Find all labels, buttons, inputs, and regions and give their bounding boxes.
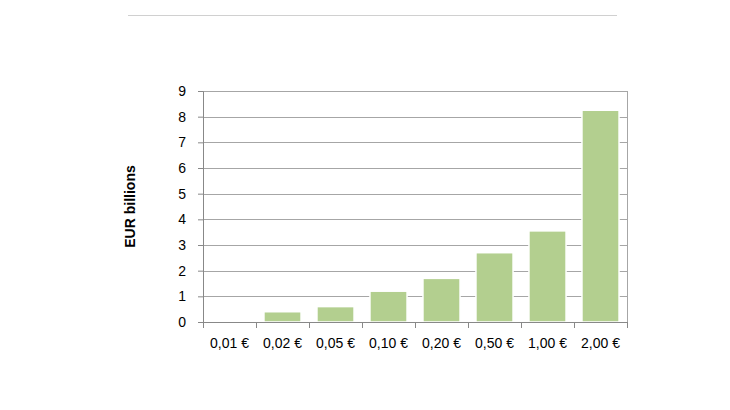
category-divider xyxy=(415,322,416,328)
bar xyxy=(264,312,301,322)
x-tick: 0,05 € xyxy=(316,322,355,351)
grid-line xyxy=(203,117,627,118)
x-tick-label: 0,02 € xyxy=(263,335,302,351)
x-tick: 1,00 € xyxy=(528,322,567,351)
y-tick-mark xyxy=(198,296,203,297)
x-tick: 0,20 € xyxy=(422,322,461,351)
x-axis: 0,01 € 0,02 € 0,05 € 0,10 € 0,20 € 0,50 € 1,00… xyxy=(204,322,628,351)
y-axis-line xyxy=(198,92,204,323)
y-tick: 2 xyxy=(178,263,203,279)
y-tick-label: 8 xyxy=(178,109,186,125)
y-tick: 1 xyxy=(178,288,203,304)
y-tick: 8 xyxy=(178,109,203,125)
category-divider xyxy=(574,322,575,328)
y-tick-mark xyxy=(198,194,203,195)
y-tick-mark xyxy=(198,245,203,246)
y-tick: 3 xyxy=(178,237,203,253)
y-tick-label: 3 xyxy=(178,237,186,253)
bar xyxy=(317,307,354,322)
grid-line xyxy=(203,142,627,143)
grid xyxy=(203,92,627,323)
bar xyxy=(476,253,513,322)
y-tick-label: 0 xyxy=(178,314,186,330)
x-tick-label: 2,00 € xyxy=(581,335,620,351)
grid-line xyxy=(203,219,627,220)
y-tick-label: 9 xyxy=(178,83,186,99)
y-tick: 6 xyxy=(178,160,203,176)
x-tick: 0,50 € xyxy=(475,322,514,351)
x-tick-label: 0,20 € xyxy=(422,335,461,351)
chart: 0 1 2 3 4 5 6 7 8 9 0,01 € 0,02 € 0,05 € 0,10 € 0,20 €… xyxy=(0,0,730,410)
category-divider xyxy=(468,322,469,328)
y-tick: 4 xyxy=(178,211,203,227)
y-tick-label: 4 xyxy=(178,211,186,227)
grid-line xyxy=(203,168,627,169)
x-tick: 0,10 € xyxy=(369,322,408,351)
x-tick: 0,01 € xyxy=(210,322,249,351)
y-tick: 5 xyxy=(178,186,203,202)
y-tick-mark xyxy=(198,219,203,220)
category-divider xyxy=(627,322,628,328)
bar xyxy=(370,291,407,322)
y-tick-label: 1 xyxy=(178,288,186,304)
plot-frame xyxy=(627,91,628,322)
grid-line xyxy=(203,194,627,195)
y-tick: 9 xyxy=(178,83,203,99)
y-tick-mark xyxy=(198,91,203,92)
y-axis-title: EUR billions xyxy=(122,165,138,248)
top-rule xyxy=(128,15,617,16)
y-tick-mark xyxy=(198,117,203,118)
bar xyxy=(211,321,248,322)
y-tick-label: 2 xyxy=(178,263,186,279)
grid-line xyxy=(203,91,627,92)
category-divider xyxy=(521,322,522,328)
y-tick-mark xyxy=(198,322,203,323)
y-tick-mark xyxy=(198,271,203,272)
category-divider xyxy=(203,322,204,328)
y-tick: 0 xyxy=(178,314,203,330)
y-tick-mark xyxy=(198,168,203,169)
y-tick-label: 5 xyxy=(178,186,186,202)
bars xyxy=(264,110,619,322)
x-tick-label: 0,01 € xyxy=(210,335,249,351)
x-tick-label: 0,50 € xyxy=(475,335,514,351)
x-tick-label: 1,00 € xyxy=(528,335,567,351)
category-divider xyxy=(256,322,257,328)
x-tick: 2,00 € xyxy=(581,322,620,351)
y-tick-label: 7 xyxy=(178,134,186,150)
x-tick-label: 0,10 € xyxy=(369,335,408,351)
x-tick: 0,02 € xyxy=(263,322,302,351)
category-dividers xyxy=(204,322,628,328)
y-tick: 7 xyxy=(178,134,203,150)
bar xyxy=(582,110,619,322)
x-tick-label: 0,05 € xyxy=(316,335,355,351)
bar xyxy=(529,231,566,322)
y-axis: 0 1 2 3 4 5 6 7 8 9 xyxy=(178,83,203,330)
category-divider xyxy=(309,322,310,328)
category-divider xyxy=(362,322,363,328)
y-tick-mark xyxy=(198,142,203,143)
y-tick-label: 6 xyxy=(178,160,186,176)
bar xyxy=(423,278,460,322)
